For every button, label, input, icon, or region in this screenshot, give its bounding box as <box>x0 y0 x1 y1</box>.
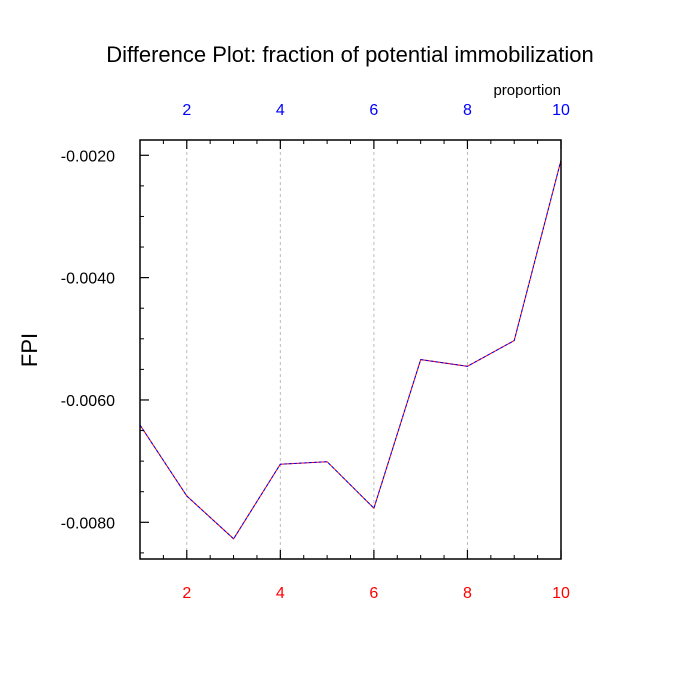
grid-layer <box>186 140 562 559</box>
x-top-tick-label: 8 <box>463 102 472 119</box>
plot-frame <box>139 139 562 560</box>
y-tick-label: -0.0080 <box>61 515 115 532</box>
x-top-tick-label: 4 <box>276 102 285 119</box>
x-bottom-tick-label: 10 <box>552 585 570 602</box>
y-tick-label: -0.0020 <box>61 148 115 165</box>
chart-title: Difference Plot: fraction of potential i… <box>106 42 594 67</box>
x-top-tick-label: 10 <box>552 102 570 119</box>
y-tick-label: -0.0060 <box>61 393 115 410</box>
x-top-tick-label: 2 <box>182 102 191 119</box>
x-bottom-tick-label: 8 <box>463 585 472 602</box>
series-line-overlay <box>139 160 562 540</box>
top-axis-label: proportion <box>493 82 561 99</box>
x-bottom-tick-label: 2 <box>182 585 191 602</box>
y-tick-label: -0.0040 <box>61 271 115 288</box>
series-layer <box>139 160 562 540</box>
x-bottom-tick-label: 4 <box>276 585 285 602</box>
y-axis-label: FPI <box>17 333 42 367</box>
x-bottom-tick-label: 6 <box>369 585 378 602</box>
x-top-tick-label: 6 <box>369 102 378 119</box>
